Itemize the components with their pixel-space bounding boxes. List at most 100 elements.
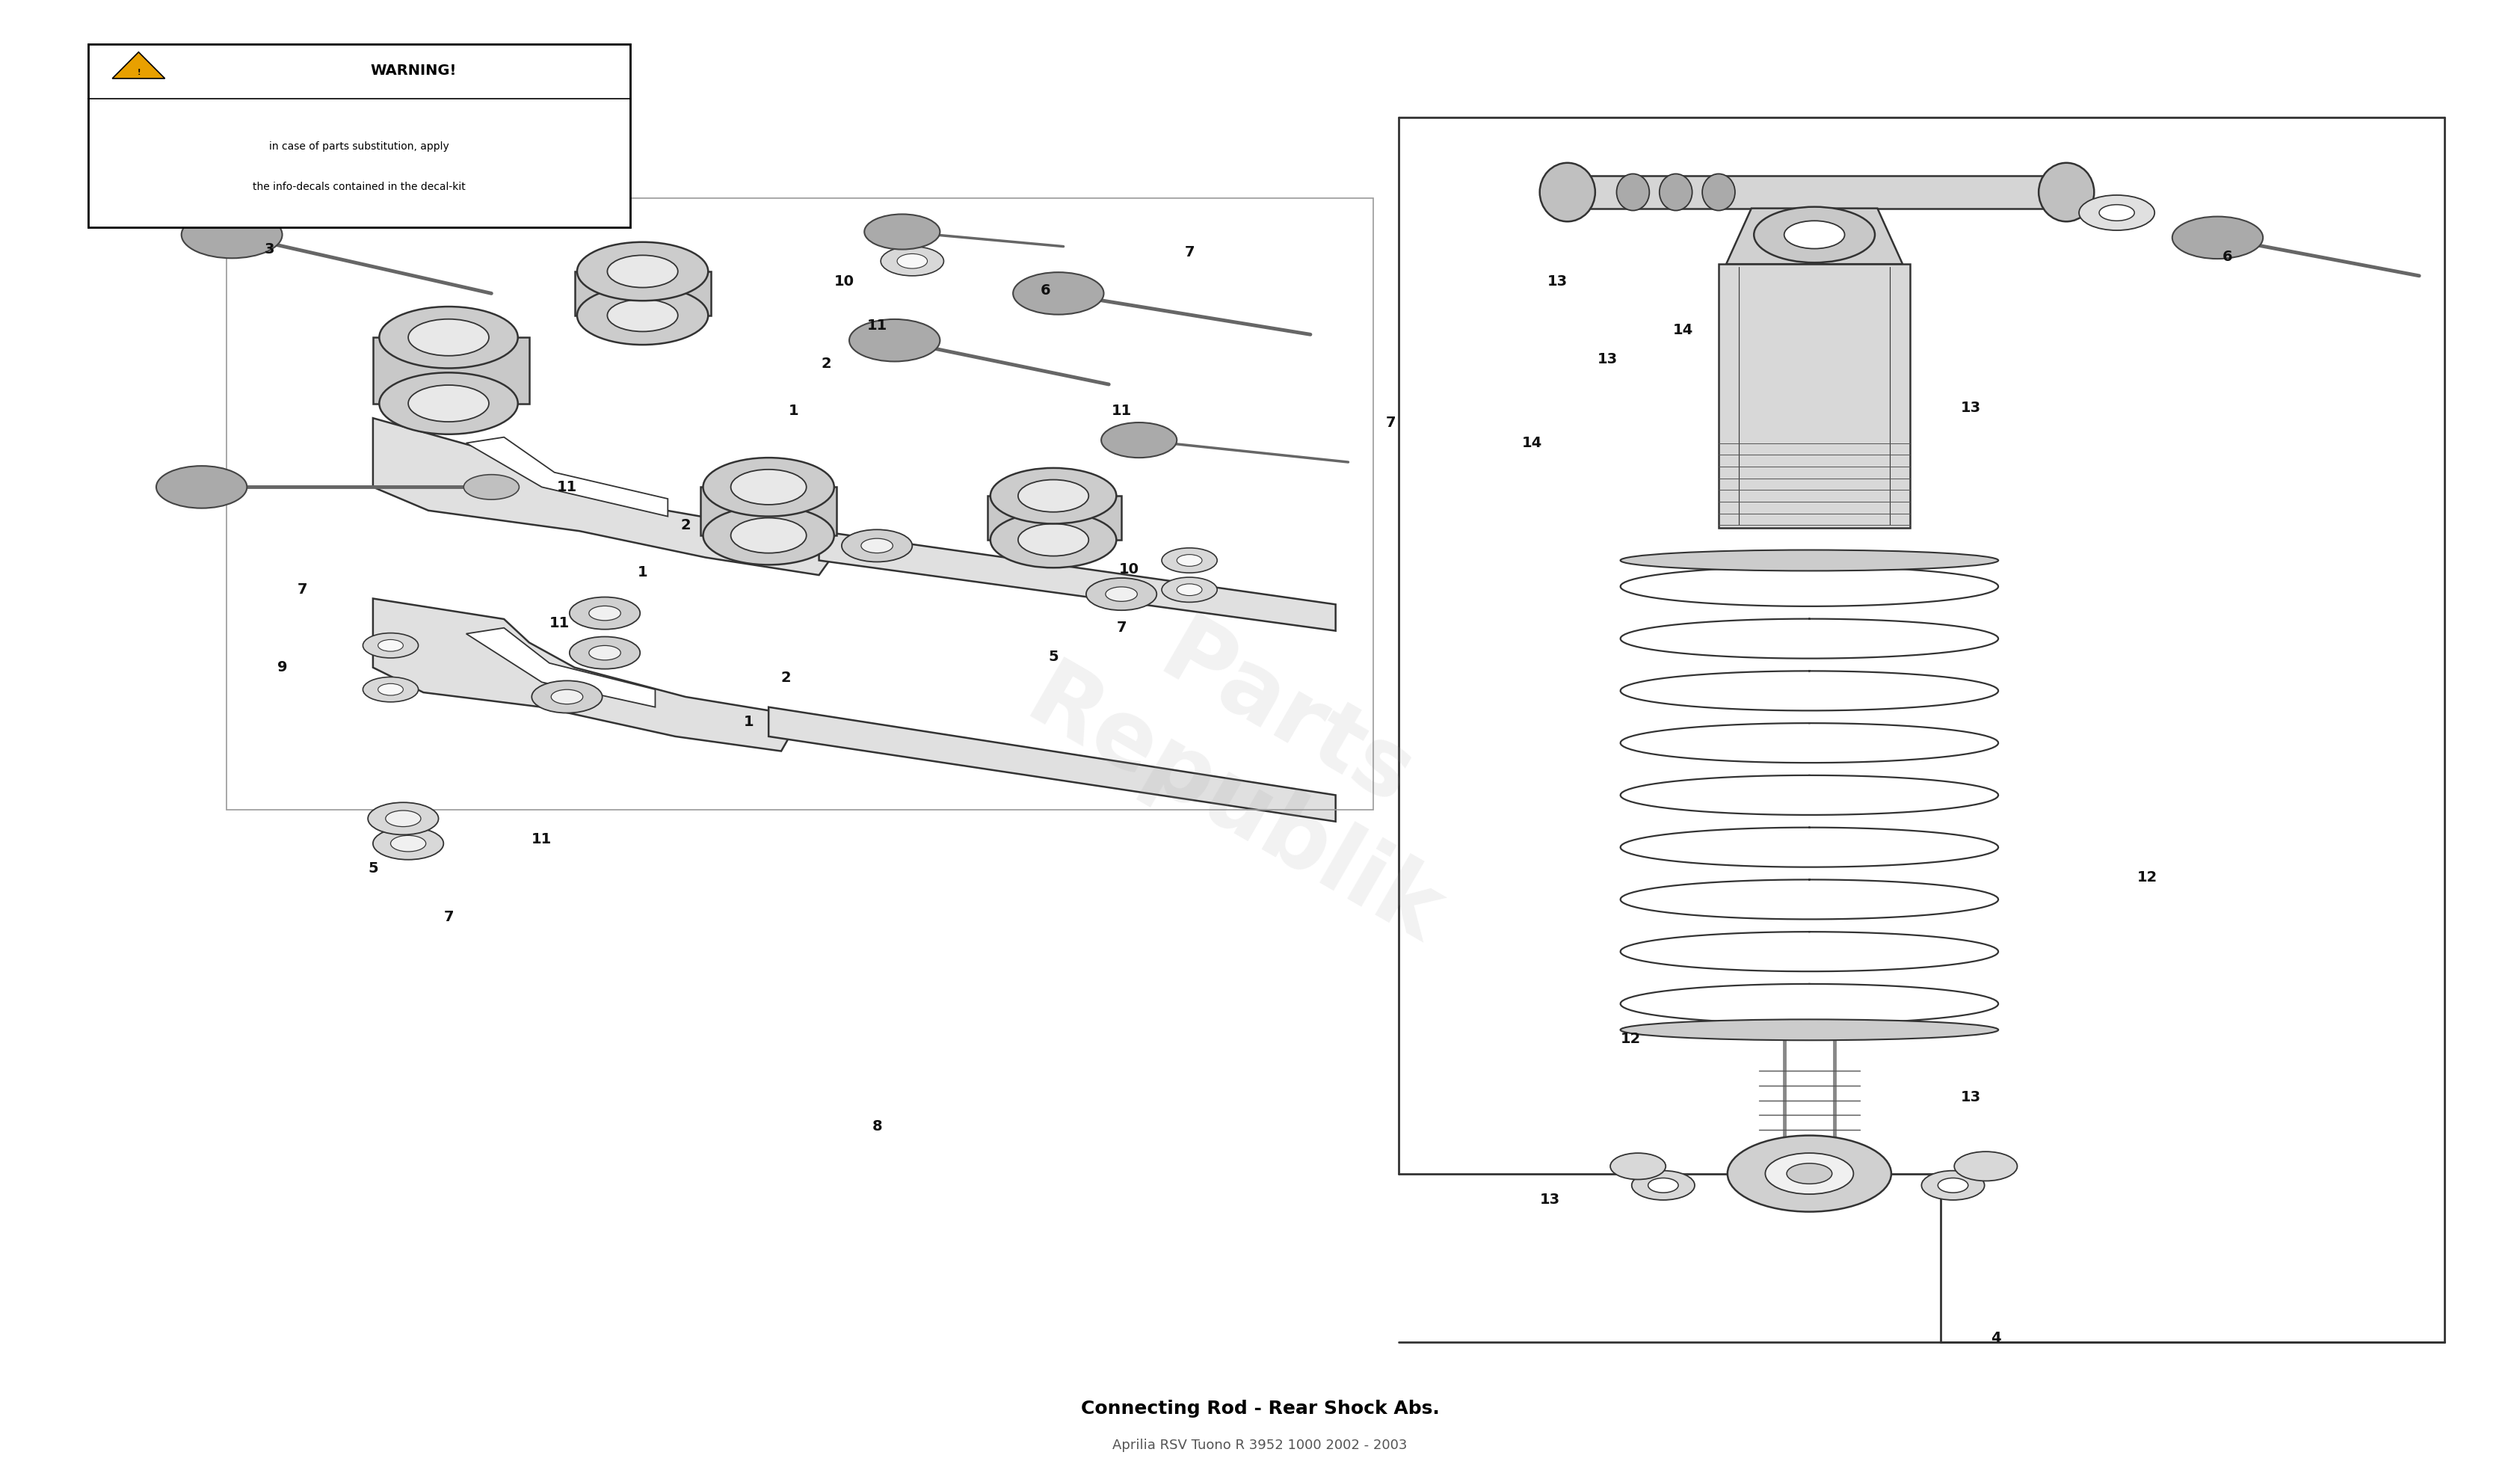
- Polygon shape: [575, 271, 711, 315]
- Ellipse shape: [1540, 163, 1595, 222]
- Ellipse shape: [1754, 207, 1875, 263]
- Text: 7: 7: [297, 582, 307, 597]
- Polygon shape: [466, 628, 655, 707]
- Ellipse shape: [703, 458, 834, 516]
- FancyBboxPatch shape: [88, 44, 630, 227]
- Ellipse shape: [990, 468, 1116, 524]
- Ellipse shape: [391, 835, 426, 851]
- Text: 14: 14: [1673, 323, 1693, 337]
- Ellipse shape: [1784, 222, 1845, 248]
- Ellipse shape: [2039, 163, 2094, 222]
- Ellipse shape: [607, 299, 678, 332]
- Ellipse shape: [577, 286, 708, 345]
- Ellipse shape: [862, 538, 892, 553]
- Ellipse shape: [2099, 204, 2134, 220]
- Polygon shape: [819, 531, 1336, 631]
- Text: !: !: [136, 69, 141, 76]
- Polygon shape: [373, 337, 529, 403]
- Polygon shape: [373, 418, 844, 575]
- Ellipse shape: [1615, 173, 1651, 210]
- Text: 13: 13: [1540, 1193, 1560, 1207]
- Polygon shape: [1719, 264, 1910, 528]
- Ellipse shape: [2172, 217, 2263, 258]
- Text: 11: 11: [867, 318, 887, 333]
- Polygon shape: [466, 437, 668, 516]
- Text: 11: 11: [549, 616, 570, 631]
- Ellipse shape: [1018, 480, 1089, 512]
- Text: 11: 11: [1111, 403, 1131, 418]
- Ellipse shape: [990, 512, 1116, 568]
- Text: 1: 1: [789, 403, 799, 418]
- Ellipse shape: [864, 214, 940, 249]
- Text: 6: 6: [2223, 249, 2233, 264]
- Text: 4: 4: [1991, 1331, 2001, 1345]
- Text: 11: 11: [532, 832, 552, 846]
- Text: 12: 12: [2137, 870, 2157, 885]
- Ellipse shape: [363, 634, 418, 657]
- Text: 2: 2: [680, 518, 690, 533]
- Ellipse shape: [378, 684, 403, 695]
- Ellipse shape: [1177, 555, 1202, 566]
- Ellipse shape: [552, 689, 582, 704]
- Polygon shape: [701, 487, 837, 535]
- Text: 13: 13: [1598, 352, 1618, 367]
- Text: 12: 12: [1620, 1031, 1641, 1046]
- Text: Parts
Republik: Parts Republik: [1011, 563, 1509, 962]
- Ellipse shape: [1956, 1152, 2016, 1181]
- Ellipse shape: [1620, 1020, 1998, 1040]
- Ellipse shape: [1610, 1153, 1666, 1179]
- Ellipse shape: [1787, 1163, 1832, 1184]
- Text: 10: 10: [834, 274, 854, 289]
- Polygon shape: [769, 707, 1336, 822]
- Text: 14: 14: [1522, 436, 1542, 450]
- Ellipse shape: [464, 475, 519, 499]
- Ellipse shape: [408, 318, 489, 355]
- Ellipse shape: [1620, 550, 1998, 571]
- Polygon shape: [1726, 208, 1903, 264]
- Ellipse shape: [1633, 1171, 1693, 1200]
- Text: 7: 7: [444, 910, 454, 924]
- Ellipse shape: [532, 681, 602, 713]
- Ellipse shape: [1106, 587, 1137, 601]
- Text: 7: 7: [1386, 415, 1396, 430]
- Ellipse shape: [570, 637, 640, 669]
- Text: WARNING!: WARNING!: [370, 63, 456, 78]
- Ellipse shape: [373, 827, 444, 860]
- Text: Connecting Rod - Rear Shock Abs.: Connecting Rod - Rear Shock Abs.: [1081, 1400, 1439, 1417]
- Text: 2: 2: [781, 670, 791, 685]
- Text: in case of parts substitution, apply: in case of parts substitution, apply: [270, 141, 449, 153]
- Ellipse shape: [1018, 524, 1089, 556]
- Text: 13: 13: [1961, 400, 1981, 415]
- Ellipse shape: [1162, 578, 1217, 601]
- Polygon shape: [1562, 176, 2066, 208]
- Ellipse shape: [1162, 547, 1217, 572]
- Text: 3: 3: [265, 242, 275, 257]
- Text: 2: 2: [822, 356, 832, 371]
- Ellipse shape: [731, 518, 806, 553]
- Ellipse shape: [1101, 422, 1177, 458]
- Ellipse shape: [849, 320, 940, 361]
- Text: 1: 1: [743, 714, 753, 729]
- Ellipse shape: [703, 506, 834, 565]
- Ellipse shape: [368, 802, 438, 835]
- Ellipse shape: [577, 242, 708, 301]
- Ellipse shape: [156, 467, 247, 508]
- Ellipse shape: [386, 810, 421, 826]
- Ellipse shape: [181, 211, 282, 258]
- Text: Aprilia RSV Tuono R 3952 1000 2002 - 2003: Aprilia RSV Tuono R 3952 1000 2002 - 200…: [1114, 1438, 1406, 1452]
- Ellipse shape: [570, 597, 640, 629]
- Ellipse shape: [1086, 578, 1157, 610]
- Polygon shape: [373, 599, 801, 751]
- Ellipse shape: [590, 606, 620, 621]
- Ellipse shape: [590, 645, 620, 660]
- Polygon shape: [113, 51, 164, 78]
- Text: 7: 7: [1184, 245, 1194, 260]
- Text: 13: 13: [1547, 274, 1567, 289]
- Text: 9: 9: [277, 660, 287, 675]
- Text: 5: 5: [1048, 650, 1058, 665]
- Ellipse shape: [378, 640, 403, 651]
- Polygon shape: [988, 496, 1121, 540]
- Ellipse shape: [1013, 273, 1104, 314]
- Ellipse shape: [897, 254, 927, 268]
- Ellipse shape: [1648, 1178, 1678, 1193]
